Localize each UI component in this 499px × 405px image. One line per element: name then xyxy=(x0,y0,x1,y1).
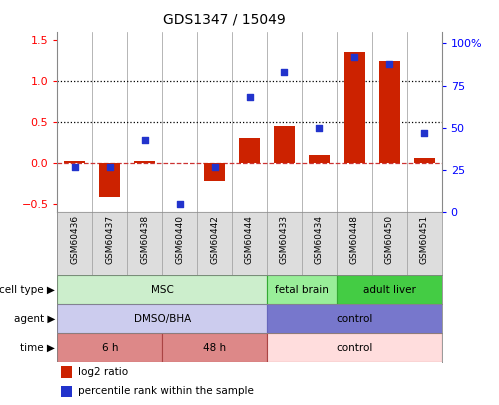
Point xyxy=(71,163,79,170)
Text: 48 h: 48 h xyxy=(203,343,226,353)
Text: adult liver: adult liver xyxy=(363,285,416,294)
Bar xyxy=(414,158,435,163)
Text: GSM60440: GSM60440 xyxy=(175,215,184,264)
Bar xyxy=(57,275,267,304)
Point xyxy=(246,94,253,100)
Point xyxy=(141,136,149,143)
Bar xyxy=(57,333,162,362)
Bar xyxy=(61,366,72,378)
Text: GSM60444: GSM60444 xyxy=(245,215,254,264)
Text: GSM60434: GSM60434 xyxy=(315,215,324,264)
Bar xyxy=(61,386,72,397)
Bar xyxy=(309,155,330,163)
Bar xyxy=(274,126,295,163)
Bar xyxy=(239,139,260,163)
Text: GDS1347 / 15049: GDS1347 / 15049 xyxy=(163,12,286,26)
Text: control: control xyxy=(336,343,372,353)
Text: agent ▶: agent ▶ xyxy=(13,314,55,324)
Text: GSM60436: GSM60436 xyxy=(70,215,79,264)
Text: fetal brain: fetal brain xyxy=(275,285,329,294)
Text: control: control xyxy=(336,314,372,324)
Bar xyxy=(267,304,442,333)
Bar xyxy=(337,275,442,304)
Text: 6 h: 6 h xyxy=(101,343,118,353)
Text: GSM60442: GSM60442 xyxy=(210,215,219,264)
Bar xyxy=(267,333,442,362)
Point xyxy=(280,69,288,75)
Text: GSM60433: GSM60433 xyxy=(280,215,289,264)
Bar xyxy=(134,162,155,163)
Text: MSC: MSC xyxy=(151,285,174,294)
Text: GSM60450: GSM60450 xyxy=(385,215,394,264)
Text: GSM60451: GSM60451 xyxy=(420,215,429,264)
Point xyxy=(420,130,428,136)
Text: time ▶: time ▶ xyxy=(20,343,55,353)
Point xyxy=(106,163,114,170)
Point xyxy=(211,163,219,170)
Text: DMSO/BHA: DMSO/BHA xyxy=(134,314,191,324)
Bar xyxy=(99,163,120,198)
Point xyxy=(385,60,393,67)
Bar xyxy=(344,53,365,163)
Point xyxy=(315,124,323,131)
Point xyxy=(350,53,358,60)
Bar xyxy=(57,304,267,333)
Bar xyxy=(162,333,267,362)
Text: GSM60448: GSM60448 xyxy=(350,215,359,264)
Bar xyxy=(379,61,400,163)
Text: percentile rank within the sample: percentile rank within the sample xyxy=(78,386,253,396)
Text: log2 ratio: log2 ratio xyxy=(78,367,128,377)
Text: GSM60438: GSM60438 xyxy=(140,215,149,264)
Bar xyxy=(204,163,225,181)
Point xyxy=(176,200,184,207)
Text: GSM60437: GSM60437 xyxy=(105,215,114,264)
Bar xyxy=(64,162,85,163)
Bar xyxy=(267,275,337,304)
Text: cell type ▶: cell type ▶ xyxy=(0,285,55,294)
